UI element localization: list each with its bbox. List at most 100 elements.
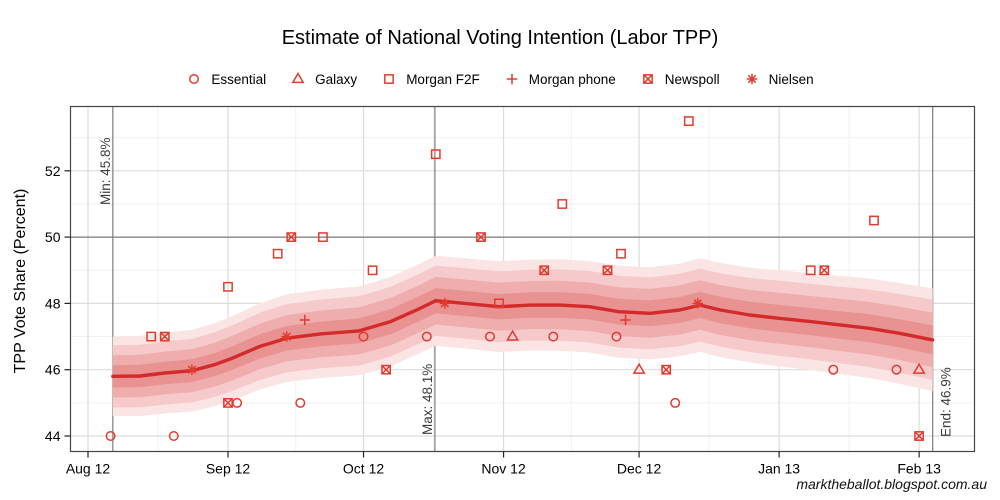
data-point-newspoll <box>381 364 392 375</box>
square-x-cross <box>602 265 613 275</box>
data-point-newspoll <box>476 232 486 243</box>
data-point-newspoll <box>223 397 233 408</box>
data-point-nielsen <box>692 298 703 309</box>
watermark: marktheballot.blogspot.com.au <box>796 476 987 492</box>
square-x-marker <box>159 331 170 342</box>
data-point-essential <box>548 331 559 342</box>
triangle-icon <box>291 72 305 84</box>
annotation-max: Max: 48.1% <box>420 364 435 435</box>
y-axis-title: TPP Vote Share (Percent) <box>12 188 29 374</box>
x-tick-label: Jan 13 <box>758 461 800 477</box>
data-point-essential <box>168 430 179 442</box>
data-point-essential <box>828 364 839 375</box>
legend-label: Morgan F2F <box>406 71 480 87</box>
square-x-marker <box>223 397 233 408</box>
x-tick-label: Dec 12 <box>617 461 662 477</box>
square-marker <box>494 298 504 309</box>
data-point-morgan-phone <box>299 314 310 326</box>
data-point-newspoll <box>819 265 830 276</box>
data-point-nielsen <box>186 364 198 375</box>
annotation-end: End: 46.9% <box>939 367 954 437</box>
circle-marker <box>295 397 306 408</box>
data-point-newspoll <box>286 232 297 243</box>
data-point-essential <box>891 364 902 375</box>
y-tick-label: 48 <box>45 295 61 311</box>
square-x-marker <box>661 364 672 375</box>
data-point-essential <box>358 331 369 342</box>
data-point-nielsen <box>281 331 292 342</box>
square-marker <box>272 248 283 259</box>
legend-label: Newspoll <box>664 71 720 87</box>
data-point-morgan-f2f <box>146 331 157 342</box>
data-points <box>105 116 926 442</box>
square-x-cross <box>381 365 391 375</box>
square-x-cross <box>476 232 486 242</box>
data-point-morgan-f2f <box>223 281 233 292</box>
plus-icon <box>506 73 517 85</box>
circle-marker <box>891 364 902 375</box>
square-x-cross <box>914 431 924 441</box>
square-x-marker <box>914 431 925 441</box>
x-tick-label: Sep 12 <box>206 461 251 477</box>
triangle-marker <box>632 362 646 374</box>
data-point-newspoll <box>539 265 550 276</box>
y-tick-label: 50 <box>45 229 61 245</box>
plus-marker <box>506 73 517 85</box>
y-tick-label: 46 <box>45 362 61 378</box>
data-point-morgan-f2f <box>557 199 568 209</box>
square-marker <box>317 232 328 243</box>
data-point-newspoll <box>159 331 170 342</box>
asterisk-marker <box>439 298 450 309</box>
square-x-cross <box>819 265 829 275</box>
data-point-morgan-f2f <box>616 248 626 259</box>
data-point-newspoll <box>602 265 613 276</box>
square-x-icon <box>642 74 653 84</box>
square-x-marker <box>381 364 392 375</box>
circle-marker <box>670 397 681 408</box>
data-point-morgan-f2f <box>683 116 694 127</box>
legend-item-morgan-phone: Morgan phone <box>504 71 616 87</box>
square-x-marker <box>642 74 653 84</box>
asterisk-marker <box>692 298 703 309</box>
legend-item-newspoll: Newspoll <box>640 71 720 87</box>
square-x-marker <box>286 232 297 243</box>
square-x-cross <box>286 232 296 242</box>
circle-marker <box>358 331 369 342</box>
data-point-morgan-f2f <box>317 232 328 243</box>
y-tick-label: 52 <box>45 163 61 179</box>
data-point-newspoll <box>914 431 925 441</box>
asterisk-marker <box>281 331 292 342</box>
legend-item-morgan-f2f: Morgan F2F <box>381 71 480 87</box>
square-x-marker <box>819 265 830 276</box>
triangle-marker <box>291 72 305 84</box>
square-marker <box>367 265 378 276</box>
data-point-essential <box>484 331 496 342</box>
square-marker <box>616 248 626 259</box>
data-point-morgan-f2f <box>869 215 879 226</box>
legend-item-galaxy: Galaxy <box>290 71 357 87</box>
square-x-marker <box>539 265 550 276</box>
chart-title: Estimate of National Voting Intention (L… <box>281 27 719 49</box>
data-point-essential <box>421 331 432 342</box>
data-point-morgan-phone <box>620 314 631 326</box>
asterisk-marker <box>186 364 198 375</box>
asterisk-marker <box>746 73 757 85</box>
data-point-newspoll <box>661 364 672 375</box>
panel-border <box>69 105 976 453</box>
data-point-morgan-f2f <box>272 248 283 259</box>
x-tick-label: Feb 13 <box>897 461 941 477</box>
annotation-min: Min: 45.8% <box>98 137 113 205</box>
square-marker <box>384 74 395 84</box>
data-point-morgan-f2f <box>805 265 816 276</box>
legend-label: Essential <box>211 71 267 87</box>
asterisk-icon <box>746 73 757 85</box>
square-marker <box>683 116 694 127</box>
square-icon <box>384 74 395 84</box>
data-point-galaxy <box>506 329 520 341</box>
square-x-cross <box>661 365 671 375</box>
circle-marker <box>168 430 179 442</box>
square-x-cross <box>643 74 653 84</box>
plus-marker <box>299 314 310 326</box>
circle-marker <box>484 331 496 342</box>
